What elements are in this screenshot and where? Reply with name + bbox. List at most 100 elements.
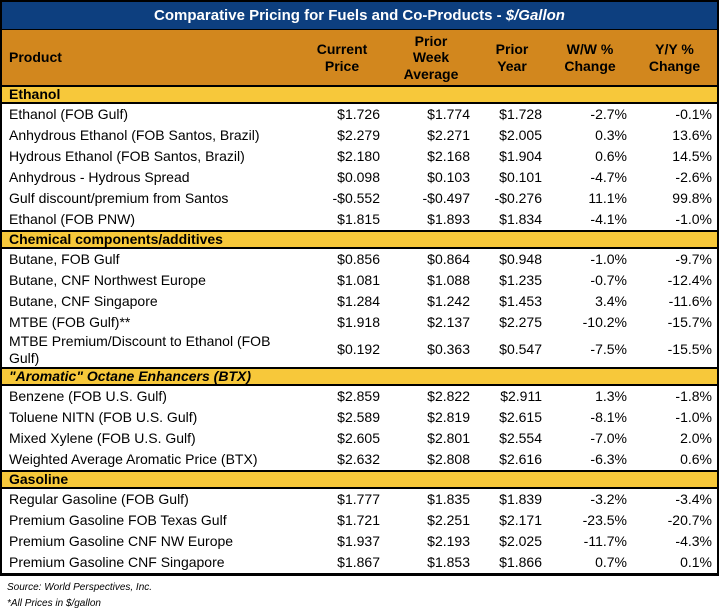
yy-change-cell: -15.7% [632,312,717,333]
section-header-gasoline: Gasoline [2,469,717,489]
product-cell: Hydrous Ethanol (FOB Santos, Brazil) [2,146,298,167]
yy-change-cell: 99.8% [632,188,717,209]
prior-week-cell: $2.271 [386,125,476,146]
table-row: MTBE (FOB Gulf)** $1.918 $2.137 $2.275 -… [2,312,717,333]
prior-week-cell: $0.363 [386,333,476,368]
prior-week-cell: $1.088 [386,270,476,291]
current-price-cell: $0.192 [298,333,386,368]
ww-change-cell: -8.1% [548,406,632,428]
prior-week-cell: $1.893 [386,209,476,231]
column-header-ww-change: W/W % Change [548,30,632,86]
table-row: Premium Gasoline FOB Texas Gulf $1.721 $… [2,509,717,531]
current-price-cell: $2.279 [298,125,386,146]
yy-change-cell: -15.5% [632,333,717,368]
yy-change-cell: -11.6% [632,291,717,312]
prior-year-cell: $2.005 [476,125,548,146]
current-price-cell: $0.856 [298,248,386,270]
prior-week-cell: $1.242 [386,291,476,312]
table-row: Anhydrous Ethanol (FOB Santos, Brazil) $… [2,125,717,146]
ww-change-cell: -1.0% [548,248,632,270]
ww-change-cell: -2.7% [548,103,632,125]
table-row: Butane, FOB Gulf $0.856 $0.864 $0.948 -1… [2,248,717,270]
prior-week-cell: $0.103 [386,167,476,188]
table-row: Ethanol (FOB PNW) $1.815 $1.893 $1.834 -… [2,209,717,231]
table-row: Hydrous Ethanol (FOB Santos, Brazil) $2.… [2,146,717,167]
product-cell: Butane, FOB Gulf [2,248,298,270]
ww-change-cell: -3.2% [548,487,632,510]
table-row: MTBE Premium/Discount to Ethanol (FOB Gu… [2,333,717,368]
current-price-cell: $2.605 [298,427,386,449]
yy-change-cell: 14.5% [632,146,717,167]
ww-change-cell: 0.7% [548,551,632,573]
current-price-cell: $1.081 [298,270,386,291]
prior-week-cell: $2.193 [386,530,476,552]
product-cell: Anhydrous - Hydrous Spread [2,167,298,188]
table-row: Regular Gasoline (FOB Gulf) $1.777 $1.83… [2,487,717,510]
table-row: Premium Gasoline CNF NW Europe $1.937 $2… [2,530,717,552]
ww-change-cell: -23.5% [548,509,632,531]
prior-year-cell: $1.235 [476,270,548,291]
product-cell: Ethanol (FOB Gulf) [2,103,298,125]
ww-change-cell: 1.3% [548,384,632,407]
ww-change-cell: -6.3% [548,448,632,471]
prior-year-cell: $1.866 [476,551,548,573]
yy-change-cell: -20.7% [632,509,717,531]
prior-week-cell: $2.168 [386,146,476,167]
table-row: Anhydrous - Hydrous Spread $0.098 $0.103… [2,167,717,188]
table-row: Ethanol (FOB Gulf) $1.726 $1.774 $1.728 … [2,103,717,125]
prior-week-cell: $0.864 [386,248,476,270]
product-cell: Premium Gasoline FOB Texas Gulf [2,509,298,531]
current-price-cell: $0.098 [298,167,386,188]
section-title: Ethanol [2,85,717,104]
prior-year-cell: $1.728 [476,103,548,125]
current-price-cell: -$0.552 [298,188,386,209]
yy-change-cell: -9.7% [632,248,717,270]
product-cell: Butane, CNF Singapore [2,291,298,312]
current-price-cell: $1.918 [298,312,386,333]
prior-year-cell: $2.554 [476,427,548,449]
prior-year-cell: $1.904 [476,146,548,167]
current-price-cell: $1.937 [298,530,386,552]
yy-change-cell: 0.6% [632,448,717,471]
current-price-cell: $1.284 [298,291,386,312]
column-header-row: Product Current Price Prior Week Average… [2,30,717,86]
table-row: Premium Gasoline CNF Singapore $1.867 $1… [2,551,717,573]
prior-year-cell: $2.275 [476,312,548,333]
column-header-product: Product [2,30,298,86]
table-row: Benzene (FOB U.S. Gulf) $2.859 $2.822 $2… [2,384,717,407]
table-row: Gulf discount/premium from Santos -$0.55… [2,188,717,209]
yy-change-cell: -2.6% [632,167,717,188]
prior-week-cell: $2.819 [386,406,476,428]
table-footer: Source: World Perspectives, Inc. *All Pr… [0,576,719,612]
product-cell: Anhydrous Ethanol (FOB Santos, Brazil) [2,125,298,146]
prior-week-cell: $2.251 [386,509,476,531]
prior-week-cell: $2.137 [386,312,476,333]
yy-change-cell: -1.0% [632,406,717,428]
product-cell: Regular Gasoline (FOB Gulf) [2,487,298,510]
source-note: Source: World Perspectives, Inc. [7,581,153,593]
table-row: Butane, CNF Singapore $1.284 $1.242 $1.4… [2,291,717,312]
yy-change-cell: -0.1% [632,103,717,125]
ww-change-cell: -7.5% [548,333,632,368]
current-price-cell: $2.632 [298,448,386,471]
column-header-current-price: Current Price [298,30,386,86]
yy-change-cell: -1.8% [632,384,717,407]
ww-change-cell: 11.1% [548,188,632,209]
ww-change-cell: -11.7% [548,530,632,552]
table-title-bar: Comparative Pricing for Fuels and Co-Pro… [2,2,717,30]
yy-change-cell: 0.1% [632,551,717,573]
section-header-ethanol: Ethanol [2,85,717,104]
yy-change-cell: 2.0% [632,427,717,449]
product-cell: MTBE Premium/Discount to Ethanol (FOB Gu… [2,333,298,368]
prior-year-cell: $2.025 [476,530,548,552]
prior-week-cell: $2.801 [386,427,476,449]
prior-year-cell: $1.453 [476,291,548,312]
prices-note: *All Prices in $/gallon [7,597,101,609]
current-price-cell: $2.859 [298,384,386,407]
prior-week-cell: -$0.497 [386,188,476,209]
prior-week-cell: $1.853 [386,551,476,573]
section-title: Chemical components/additives [2,230,717,249]
ww-change-cell: -10.2% [548,312,632,333]
prior-week-cell: $1.835 [386,487,476,510]
pricing-table: Product Current Price Prior Week Average… [2,30,717,573]
